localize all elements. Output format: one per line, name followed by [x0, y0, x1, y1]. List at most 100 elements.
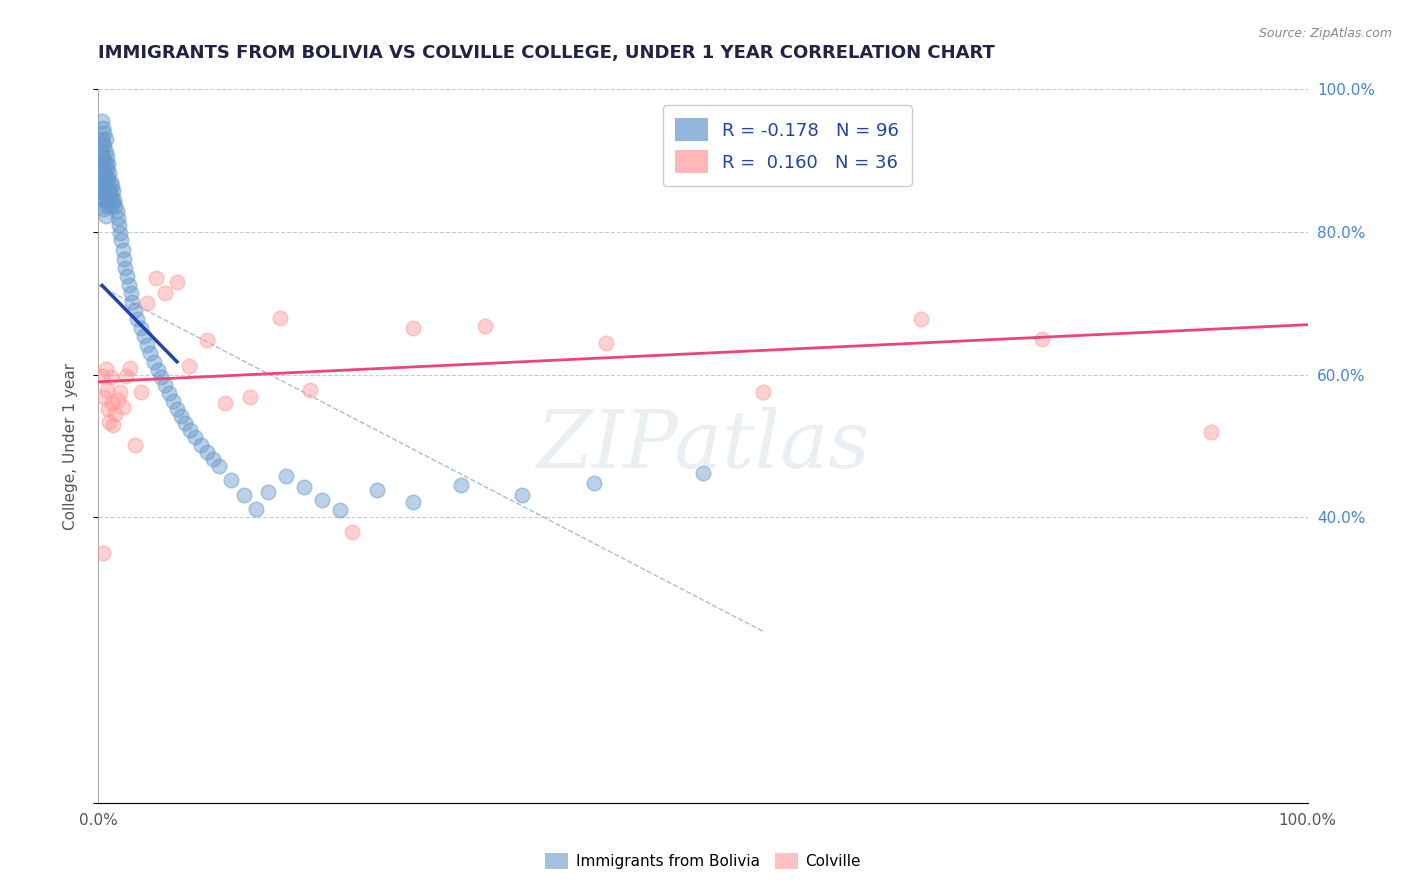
Point: [94, 157, 117, 171]
Point: [93, 164, 115, 178]
Point: [101, 196, 124, 211]
Point: [91, 121, 114, 136]
Point: [120, 286, 142, 301]
Point: [93, 127, 115, 141]
Point: [117, 269, 139, 284]
Point: [184, 430, 207, 444]
Point: [94, 362, 117, 376]
Point: [299, 384, 322, 398]
Point: [274, 469, 297, 483]
Point: [100, 199, 122, 213]
Point: [93, 153, 115, 168]
Point: [195, 334, 218, 348]
Point: [583, 476, 606, 491]
Point: [190, 437, 212, 451]
Point: [143, 355, 166, 369]
Point: [752, 385, 775, 400]
Point: [179, 423, 201, 437]
Point: [150, 370, 173, 384]
Point: [114, 260, 136, 275]
Point: [104, 199, 127, 213]
Point: [96, 384, 118, 398]
Point: [91, 180, 114, 194]
Point: [111, 243, 134, 257]
Point: [93, 193, 115, 207]
Point: [94, 169, 117, 184]
Point: [97, 184, 120, 198]
Point: [134, 329, 156, 343]
Point: [329, 503, 352, 517]
Point: [292, 480, 315, 494]
Point: [104, 407, 127, 421]
Point: [112, 252, 135, 266]
Point: [157, 386, 180, 401]
Point: [129, 320, 152, 334]
Text: Source: ZipAtlas.com: Source: ZipAtlas.com: [1258, 27, 1392, 40]
Point: [97, 401, 120, 416]
Point: [96, 196, 118, 211]
Point: [94, 145, 117, 159]
Point: [450, 478, 472, 492]
Point: [91, 132, 114, 146]
Point: [135, 337, 157, 351]
Point: [100, 187, 122, 202]
Point: [94, 199, 117, 213]
Point: [239, 391, 262, 405]
Point: [169, 409, 191, 423]
Point: [129, 385, 152, 400]
Point: [108, 385, 131, 400]
Point: [94, 132, 117, 146]
Point: [91, 146, 114, 161]
Point: [153, 378, 176, 392]
Point: [101, 184, 124, 198]
Point: [221, 473, 243, 487]
Point: [100, 370, 122, 384]
Point: [96, 175, 118, 189]
Point: [107, 211, 129, 225]
Point: [208, 458, 231, 473]
Point: [91, 162, 114, 177]
Point: [127, 312, 149, 326]
Point: [139, 346, 162, 360]
Point: [474, 319, 496, 334]
Point: [910, 312, 932, 326]
Point: [110, 234, 132, 248]
Point: [124, 437, 146, 451]
Point: [96, 186, 118, 200]
Point: [101, 417, 124, 432]
Point: [93, 391, 115, 405]
Point: [91, 175, 114, 189]
Point: [115, 369, 138, 384]
Point: [256, 485, 278, 500]
Point: [402, 321, 425, 335]
Point: [135, 296, 157, 310]
Point: [93, 184, 115, 198]
Point: [111, 400, 134, 414]
Point: [107, 392, 129, 407]
Point: [1031, 332, 1053, 346]
Point: [195, 444, 218, 458]
Point: [103, 193, 125, 207]
Point: [91, 546, 114, 560]
Point: [510, 487, 533, 501]
Point: [100, 396, 122, 410]
Point: [166, 401, 188, 416]
Point: [93, 139, 115, 153]
Point: [91, 369, 114, 384]
Point: [94, 178, 117, 193]
Point: [91, 150, 114, 164]
Legend: Immigrants from Bolivia, Colville: Immigrants from Bolivia, Colville: [538, 847, 868, 875]
Point: [94, 189, 117, 203]
Point: [595, 335, 617, 350]
Text: ZIPatlas: ZIPatlas: [536, 408, 870, 484]
Point: [93, 175, 115, 189]
Point: [98, 180, 121, 194]
Point: [93, 202, 115, 216]
Point: [174, 416, 197, 430]
Point: [100, 175, 122, 189]
Point: [105, 203, 128, 218]
Point: [269, 310, 291, 325]
Point: [214, 396, 236, 410]
Point: [202, 451, 225, 466]
Point: [1199, 425, 1222, 439]
